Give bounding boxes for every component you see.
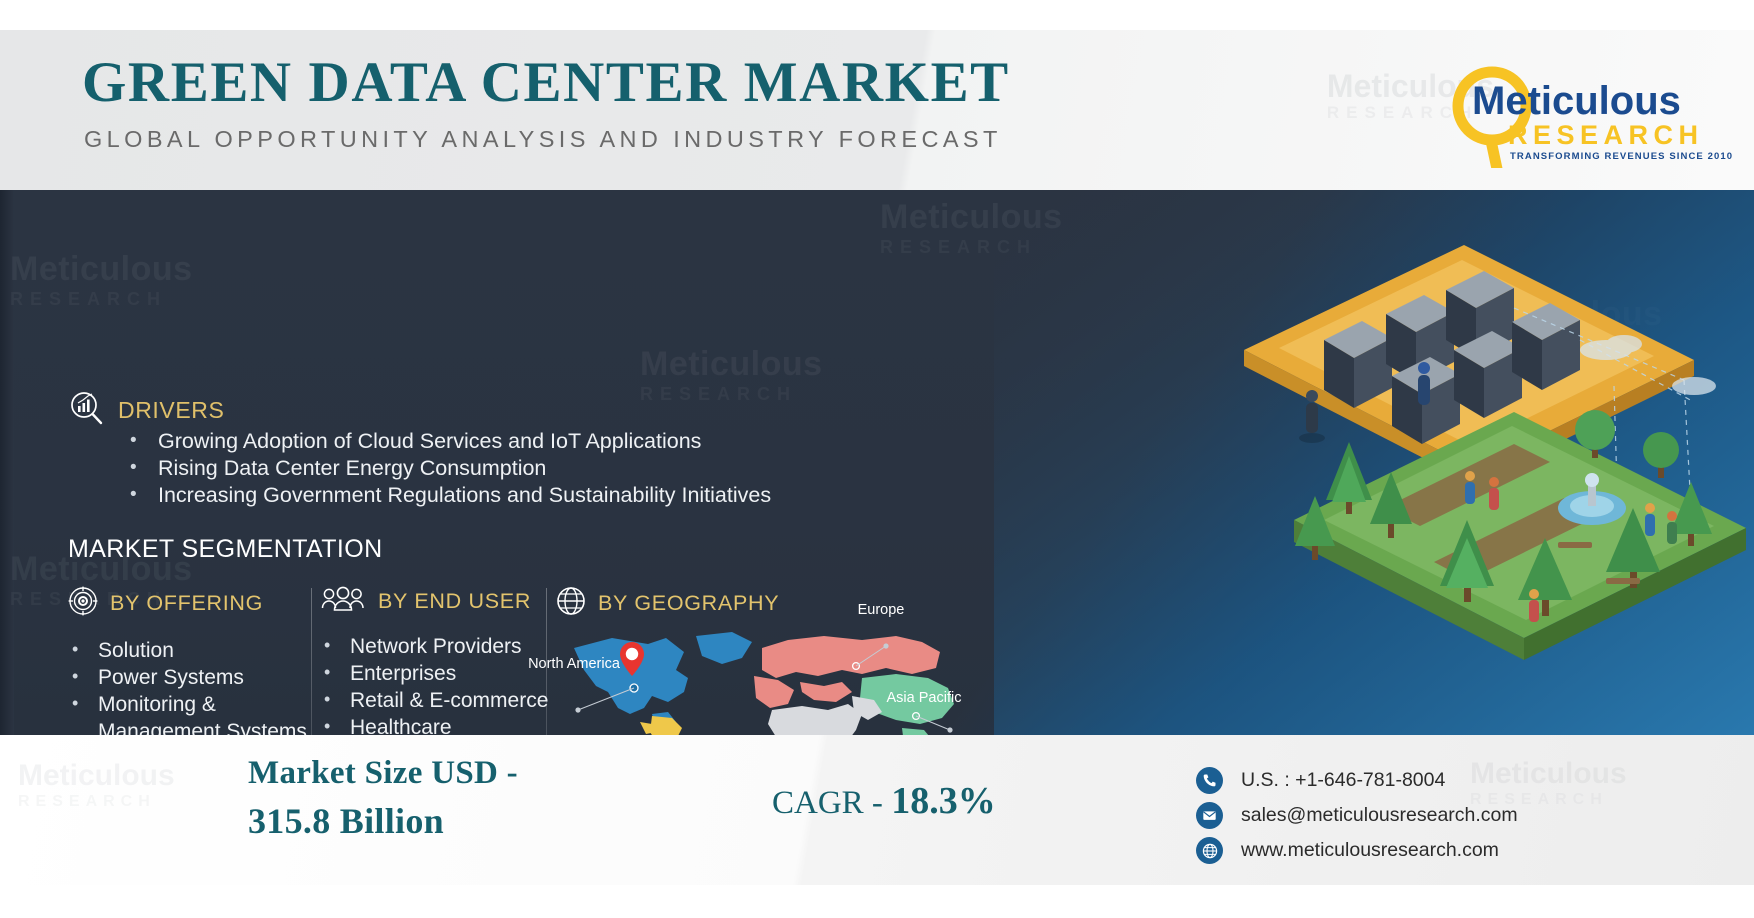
list-item: Growing Adoption of Cloud Services and I… xyxy=(128,427,771,455)
market-size-block: Market Size USD - 315.8 Billion xyxy=(248,755,518,842)
world-map: North America Latin America Europe Asia … xyxy=(528,602,976,735)
segment-label-offering: BY OFFERING xyxy=(110,591,264,615)
globe-icon xyxy=(556,586,586,621)
list-item: Network Providers xyxy=(320,632,550,660)
map-region-asia-pacific xyxy=(860,674,954,735)
cagr-value: 18.3% xyxy=(891,780,996,822)
panel-left-edge xyxy=(0,190,14,735)
contact-row-email[interactable]: sales@meticulousresearch.com xyxy=(1196,798,1518,833)
map-label-north-america: North America xyxy=(528,656,620,672)
page-subtitle: GLOBAL OPPORTUNITY ANALYSIS AND INDUSTRY… xyxy=(84,126,1002,152)
list-item: Increasing Government Regulations and Su… xyxy=(128,481,771,509)
svg-text:RESEARCH: RESEARCH xyxy=(1508,120,1704,150)
map-region-middle-east-africa xyxy=(768,696,882,735)
page-title: GREEN DATA CENTER MARKET xyxy=(82,51,1010,114)
drivers-heading: DRIVERS xyxy=(68,390,224,431)
map-region-latin-america xyxy=(640,716,682,735)
segment-column-offering: BY OFFERING Solution Power Systems Monit… xyxy=(68,586,318,735)
market-size-value: 315.8 Billion xyxy=(248,801,444,841)
segment-list-end-user: Network Providers Enterprises Retail & E… xyxy=(320,632,550,735)
location-pin-icon xyxy=(620,642,644,676)
map-leader-lines xyxy=(575,643,953,733)
market-size-label: Market Size USD - xyxy=(248,755,518,791)
list-item: Monitoring & Management Systems xyxy=(68,690,318,735)
chart-magnifier-icon xyxy=(68,390,104,431)
cagr-block: CAGR - 18.3% xyxy=(772,779,996,823)
list-item: Healthcare xyxy=(320,713,550,735)
people-figures xyxy=(1299,362,1430,443)
people-group-icon xyxy=(320,586,366,617)
phone-icon xyxy=(1196,767,1223,794)
target-icon xyxy=(68,586,98,621)
market-segmentation-title: MARKET SEGMENTATION xyxy=(68,535,383,563)
map-label-europe: Europe xyxy=(857,602,905,618)
cagr-label: CAGR - xyxy=(772,785,892,821)
footer-band: Meticulous RESEARCH Meticulous RESEARCH … xyxy=(0,735,1754,885)
svg-text:TRANSFORMING REVENUES SINCE: TRANSFORMING REVENUES SINCE 2010 xyxy=(1510,151,1733,162)
contact-email-text: sales@meticulousresearch.com xyxy=(1241,804,1518,826)
server-racks xyxy=(1324,271,1580,444)
list-item: Retail & E-commerce xyxy=(320,686,550,714)
svg-text:Meticulous: Meticulous xyxy=(1472,79,1681,123)
segment-label-geography: BY GEOGRAPHY xyxy=(598,591,780,615)
contact-row-phone[interactable]: U.S. : +1-646-781-8004 xyxy=(1196,763,1518,798)
contact-phone-text: U.S. : +1-646-781-8004 xyxy=(1241,769,1446,791)
segment-column-end-user: BY END USER Network Providers Enterprise… xyxy=(320,586,550,735)
logo-artwork: Meticulous RESEARCH TRANSFORMING REVENUE… xyxy=(1452,66,1733,168)
header-band: Meticulous RESEARCH GREEN DATA CENTER MA… xyxy=(0,30,1754,190)
clouds xyxy=(1580,335,1716,395)
drivers-list: Growing Adoption of Cloud Services and I… xyxy=(128,427,771,509)
segment-label-end-user: BY END USER xyxy=(378,589,532,613)
globe-icon xyxy=(1196,837,1223,864)
email-icon xyxy=(1196,802,1223,829)
footer-watermark: Meticulous RESEARCH xyxy=(18,759,175,810)
contact-row-website[interactable]: www.meticulousresearch.com xyxy=(1196,833,1518,868)
trees xyxy=(1295,410,1712,616)
segment-list-offering: Solution Power Systems Monitoring & Mana… xyxy=(68,636,318,735)
map-label-asia-pacific: Asia Pacific xyxy=(886,690,962,706)
drivers-title: DRIVERS xyxy=(118,397,225,423)
segment-column-geography: BY GEOGRAPHY xyxy=(556,586,976,621)
contact-block: U.S. : +1-646-781-8004 sales@meticulousr… xyxy=(1196,763,1518,868)
map-region-europe xyxy=(754,636,940,708)
meticulous-research-logo[interactable]: Meticulous RESEARCH TRANSFORMING REVENUE… xyxy=(1436,48,1736,168)
benches xyxy=(1558,542,1640,584)
list-item: Power Systems xyxy=(68,663,318,691)
park-people xyxy=(1465,471,1677,622)
main-content-panel: Meticulous RESEARCH Meticulous RESEARCH Me… xyxy=(0,190,1754,735)
list-item: Solution xyxy=(68,636,318,664)
contact-website-text: www.meticulousresearch.com xyxy=(1241,839,1499,861)
list-item: Rising Data Center Energy Consumption xyxy=(128,454,771,482)
isometric-illustration xyxy=(994,190,1754,735)
list-item: Enterprises xyxy=(320,659,550,687)
